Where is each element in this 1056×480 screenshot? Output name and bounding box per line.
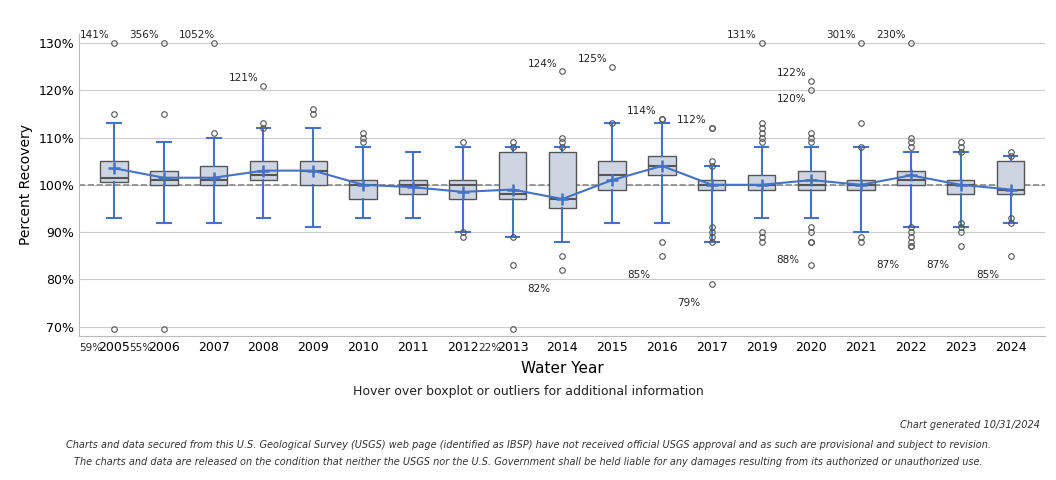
X-axis label: Water Year: Water Year [521, 361, 604, 376]
Text: 131%: 131% [727, 30, 756, 40]
PathPatch shape [100, 161, 128, 182]
Text: 121%: 121% [229, 73, 259, 83]
Text: 87%: 87% [926, 260, 949, 270]
PathPatch shape [549, 152, 576, 208]
Text: 87%: 87% [876, 260, 900, 270]
PathPatch shape [947, 180, 975, 194]
Text: 125%: 125% [578, 54, 607, 64]
Text: The charts and data are released on the condition that neither the USGS nor the : The charts and data are released on the … [74, 457, 982, 467]
PathPatch shape [599, 161, 626, 190]
PathPatch shape [698, 180, 725, 190]
Text: 114%: 114% [627, 106, 657, 116]
Text: 55%: 55% [129, 343, 152, 353]
Text: 124%: 124% [528, 59, 558, 69]
Text: 301%: 301% [827, 30, 856, 40]
PathPatch shape [498, 152, 526, 199]
Text: 120%: 120% [776, 94, 806, 104]
Text: 122%: 122% [776, 68, 807, 78]
Text: Chart generated 10/31/2024: Chart generated 10/31/2024 [900, 420, 1040, 430]
PathPatch shape [200, 166, 227, 185]
PathPatch shape [997, 161, 1024, 194]
Text: Charts and data secured from this U.S. Geological Survey (USGS) web page (identi: Charts and data secured from this U.S. G… [65, 441, 991, 450]
PathPatch shape [797, 170, 825, 190]
PathPatch shape [250, 161, 277, 180]
PathPatch shape [150, 170, 177, 185]
Y-axis label: Percent Recovery: Percent Recovery [19, 124, 33, 245]
Text: 141%: 141% [79, 30, 109, 40]
PathPatch shape [300, 161, 327, 185]
Text: 1052%: 1052% [178, 30, 215, 40]
PathPatch shape [449, 180, 476, 199]
Text: Hover over boxplot or outliers for additional information: Hover over boxplot or outliers for addit… [353, 384, 703, 398]
PathPatch shape [350, 180, 377, 199]
Text: 82%: 82% [528, 284, 551, 294]
PathPatch shape [748, 175, 775, 190]
Text: 112%: 112% [677, 115, 706, 125]
Text: 22%: 22% [477, 343, 501, 353]
Text: 59%: 59% [79, 343, 102, 353]
Text: 88%: 88% [776, 255, 799, 265]
Text: 79%: 79% [677, 298, 700, 308]
Text: 230%: 230% [876, 30, 906, 40]
PathPatch shape [848, 180, 874, 190]
PathPatch shape [399, 180, 427, 194]
PathPatch shape [648, 156, 676, 175]
Text: 85%: 85% [627, 270, 650, 279]
PathPatch shape [898, 170, 925, 185]
Text: 85%: 85% [976, 270, 999, 279]
Text: 356%: 356% [129, 30, 158, 40]
